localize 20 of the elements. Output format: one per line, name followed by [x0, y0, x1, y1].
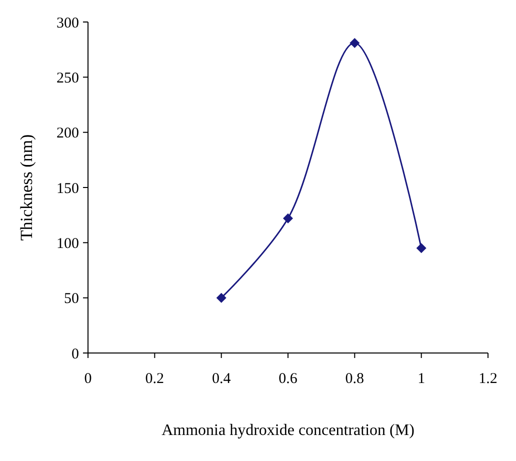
y-tick-label: 0: [72, 346, 79, 362]
y-tick-label: 250: [56, 70, 79, 86]
point: [416, 243, 426, 254]
x-tick-label: 0: [84, 371, 92, 387]
x-tick-label: 0.6: [278, 371, 298, 387]
x-tick-label: 0.8: [345, 371, 364, 387]
point: [216, 292, 226, 303]
y-axis-title: Thickness (nm): [17, 134, 36, 241]
x-axis-title: Ammonia hydroxide concentration (M): [162, 422, 414, 439]
x-tick-label: 1.2: [478, 371, 498, 387]
y-tick-label: 50: [64, 291, 79, 308]
y-tick-label: 150: [56, 180, 79, 197]
point: [283, 213, 293, 224]
point: [350, 38, 360, 48]
y-tick-label: 200: [56, 126, 79, 142]
x-tick-label: 1: [418, 371, 426, 387]
y-tick-label: 100: [56, 236, 79, 252]
y-tick-label: 300: [56, 15, 79, 32]
x-tick-label: 0.4: [212, 371, 232, 387]
x-tick-label: 0.2: [145, 371, 164, 387]
